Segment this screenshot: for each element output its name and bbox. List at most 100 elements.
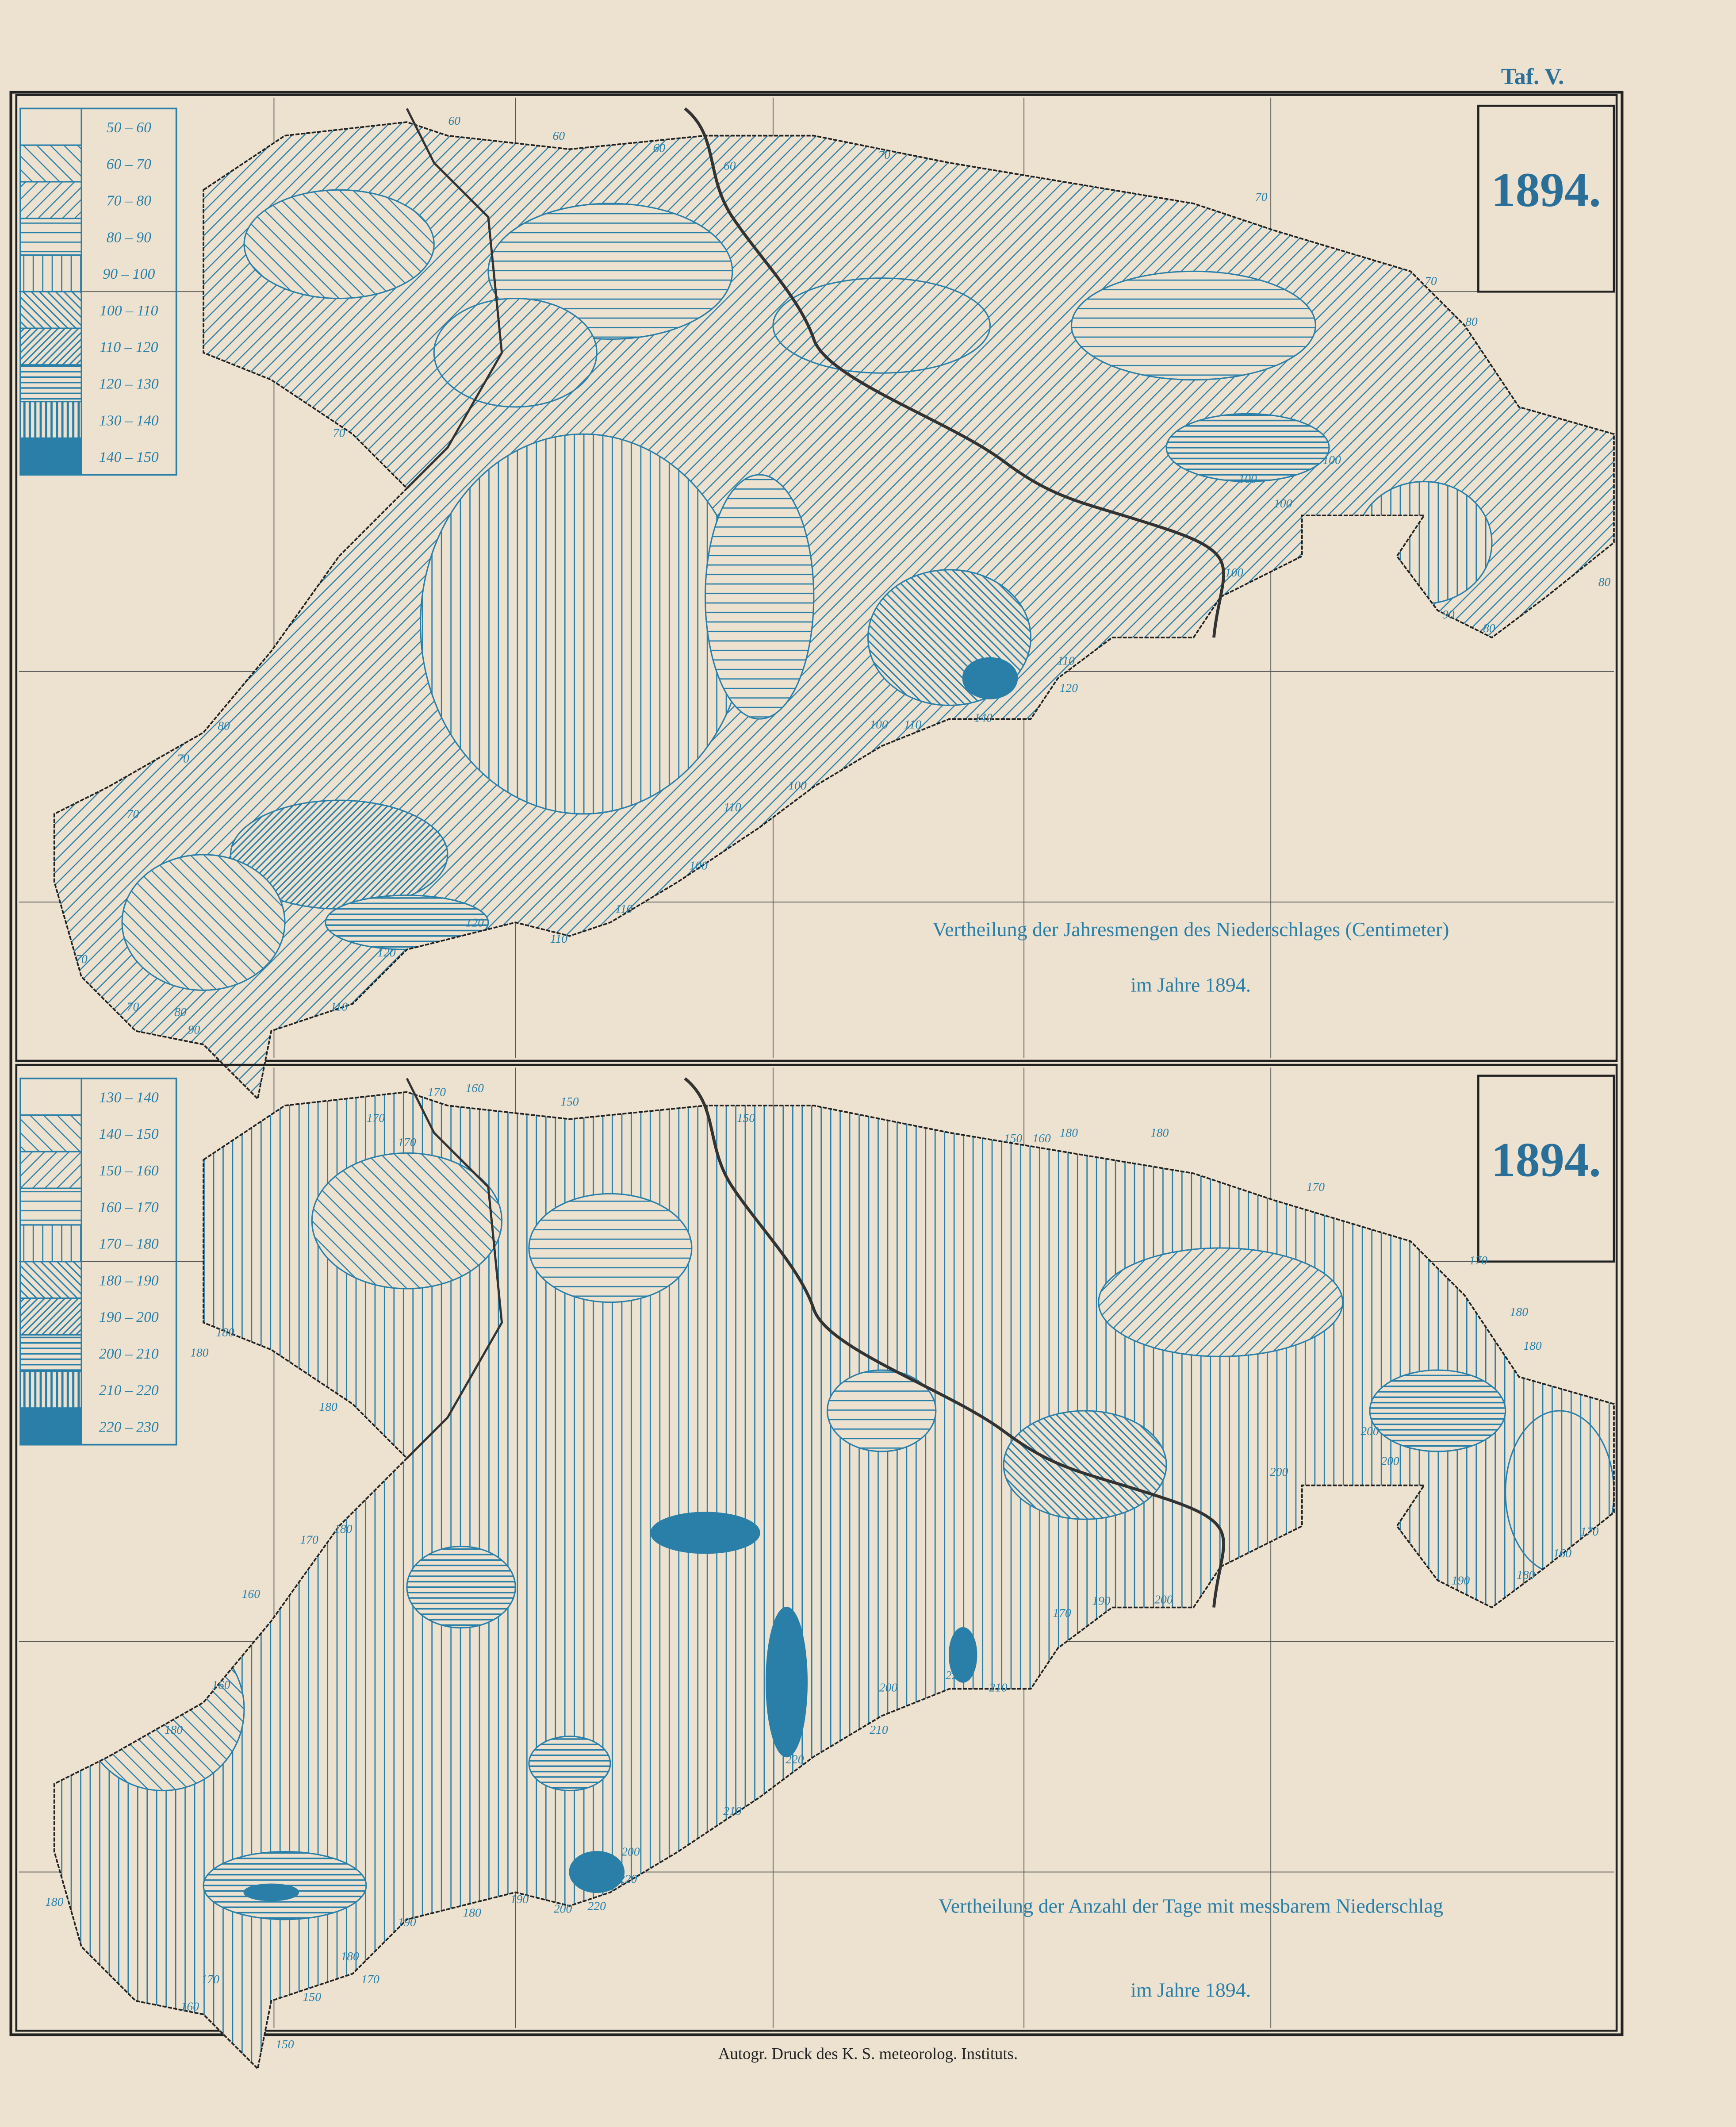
contour-label: 110 [615, 902, 633, 916]
contour-label: 110 [724, 800, 741, 814]
zone [772, 277, 991, 374]
caption: im Jahre 1894. [1131, 1979, 1251, 2001]
boundary [406, 108, 503, 489]
zone [528, 1193, 693, 1303]
legend-swatch [19, 218, 82, 256]
legend-swatch [19, 401, 82, 439]
contour-label: 190 [1092, 1593, 1111, 1607]
legend-swatch [19, 364, 82, 403]
contour-label: 180 [1510, 1305, 1529, 1318]
zone [1003, 1410, 1167, 1520]
contour-label: 170 [428, 1085, 446, 1099]
legend-label: 210 – 220 [99, 1382, 159, 1399]
legend-label: 180 – 190 [99, 1272, 159, 1289]
contour-label: 210 [723, 1804, 742, 1818]
legend-swatch [19, 291, 82, 329]
zone [325, 895, 489, 950]
zone [528, 1735, 611, 1792]
legend-swatch [19, 1334, 82, 1372]
contour-label: 180 [334, 1522, 353, 1536]
contour-label: 170 [367, 1111, 385, 1125]
contour-label: 110 [904, 718, 922, 731]
contour-label: 70 [127, 999, 139, 1013]
contour-label: 70 [333, 426, 345, 439]
legend-label: 60 – 70 [107, 156, 151, 173]
contour-label: 150 [276, 2037, 294, 2051]
legend-swatch [19, 1114, 82, 1152]
year-label: 1894. [1491, 163, 1601, 217]
isohyet-zones [80, 1152, 1614, 1920]
contour-label: 60 [553, 129, 565, 142]
contour-label: 70 [878, 148, 891, 161]
contour-label: 180 [1060, 1126, 1078, 1140]
contour-label: 100 [788, 779, 807, 792]
contour-label: 70 [127, 807, 139, 821]
contour-label: 150 [737, 1111, 755, 1125]
contour-label: 80 [218, 719, 230, 733]
zone [826, 1369, 937, 1452]
contour-label: 180 [463, 1906, 481, 1920]
contour-label: 80 [174, 1005, 187, 1019]
legend-frame [19, 108, 177, 476]
legend-swatch [19, 144, 82, 183]
contour-label: 180 [1523, 1339, 1542, 1352]
contour-label: 200 [1360, 1424, 1379, 1438]
contour-label: 180 [45, 1895, 64, 1908]
legend-swatch [19, 254, 82, 292]
plate-label: Taf. V. [1501, 64, 1564, 89]
legend-label: 50 – 60 [107, 119, 151, 136]
contour-label: 200 [879, 1681, 898, 1694]
zone [433, 298, 598, 408]
contour-label: 90 [1442, 607, 1455, 621]
contour-label: 80 [1598, 575, 1611, 589]
legend-label: 130 – 140 [99, 1089, 159, 1106]
legend-swatch [19, 1371, 82, 1409]
contour-label: 190 [1452, 1573, 1470, 1587]
footer: Autogr. Druck des K. S. meteorolog. Inst… [718, 2045, 1018, 2063]
contour-label: 120 [466, 915, 484, 929]
contour-label: 160 [181, 1999, 199, 2013]
legend-swatch [19, 1224, 82, 1263]
contour-label: 100 [1274, 496, 1292, 510]
contour-label: 100 [1322, 453, 1341, 467]
border [53, 121, 1615, 1101]
zone [420, 433, 747, 815]
legend-label: 130 – 140 [99, 412, 159, 429]
contour-label: 180 [341, 1949, 359, 1963]
legend-label: 170 – 180 [99, 1236, 159, 1252]
legend-swatch [19, 1407, 82, 1446]
caption: Vertheilung der Jahresmengen des Nieders… [932, 918, 1449, 941]
caption: im Jahre 1894. [1131, 973, 1251, 996]
legend-label: 90 – 100 [103, 266, 155, 282]
map-panel: 50 – 60 60 – 70 70 – 80 80 – 90 90 – 100 100 … [15, 94, 1618, 1101]
contour-label: 150 [1004, 1131, 1023, 1145]
contour-label: 200 [1270, 1465, 1288, 1478]
contour-label: 160 [1553, 1546, 1572, 1560]
contour-label: 150 [303, 1990, 322, 2004]
contour-label: 150 [560, 1094, 579, 1108]
contour-label: 100 [1225, 565, 1244, 579]
legend-label: 200 – 210 [99, 1346, 159, 1362]
legend-label: 220 – 230 [99, 1419, 159, 1436]
legend-label: 120 – 130 [99, 376, 159, 392]
contour-label: 180 [216, 1325, 234, 1339]
contour-label: 60 [653, 141, 665, 154]
region-hatch [54, 1092, 1614, 2069]
legend-label: 100 – 110 [100, 303, 158, 319]
contour-label: 170 [201, 1972, 220, 1986]
map-frame [15, 1064, 1618, 2032]
legend-label: 150 – 160 [99, 1163, 159, 1179]
contour-label: 160 [212, 1678, 230, 1692]
legend-swatch [19, 108, 82, 146]
legend-swatch [19, 1297, 82, 1336]
contour-label: 170 [1580, 1524, 1599, 1538]
contour-label: 170 [1469, 1253, 1488, 1267]
contour-label: 100 [870, 718, 888, 731]
zone [569, 1851, 625, 1893]
contour-label: 220 [619, 1872, 637, 1885]
legend-swatch [19, 1151, 82, 1189]
legend-swatch [19, 437, 82, 476]
legend-swatch [19, 1261, 82, 1299]
contour-label: 120 [1060, 681, 1078, 695]
